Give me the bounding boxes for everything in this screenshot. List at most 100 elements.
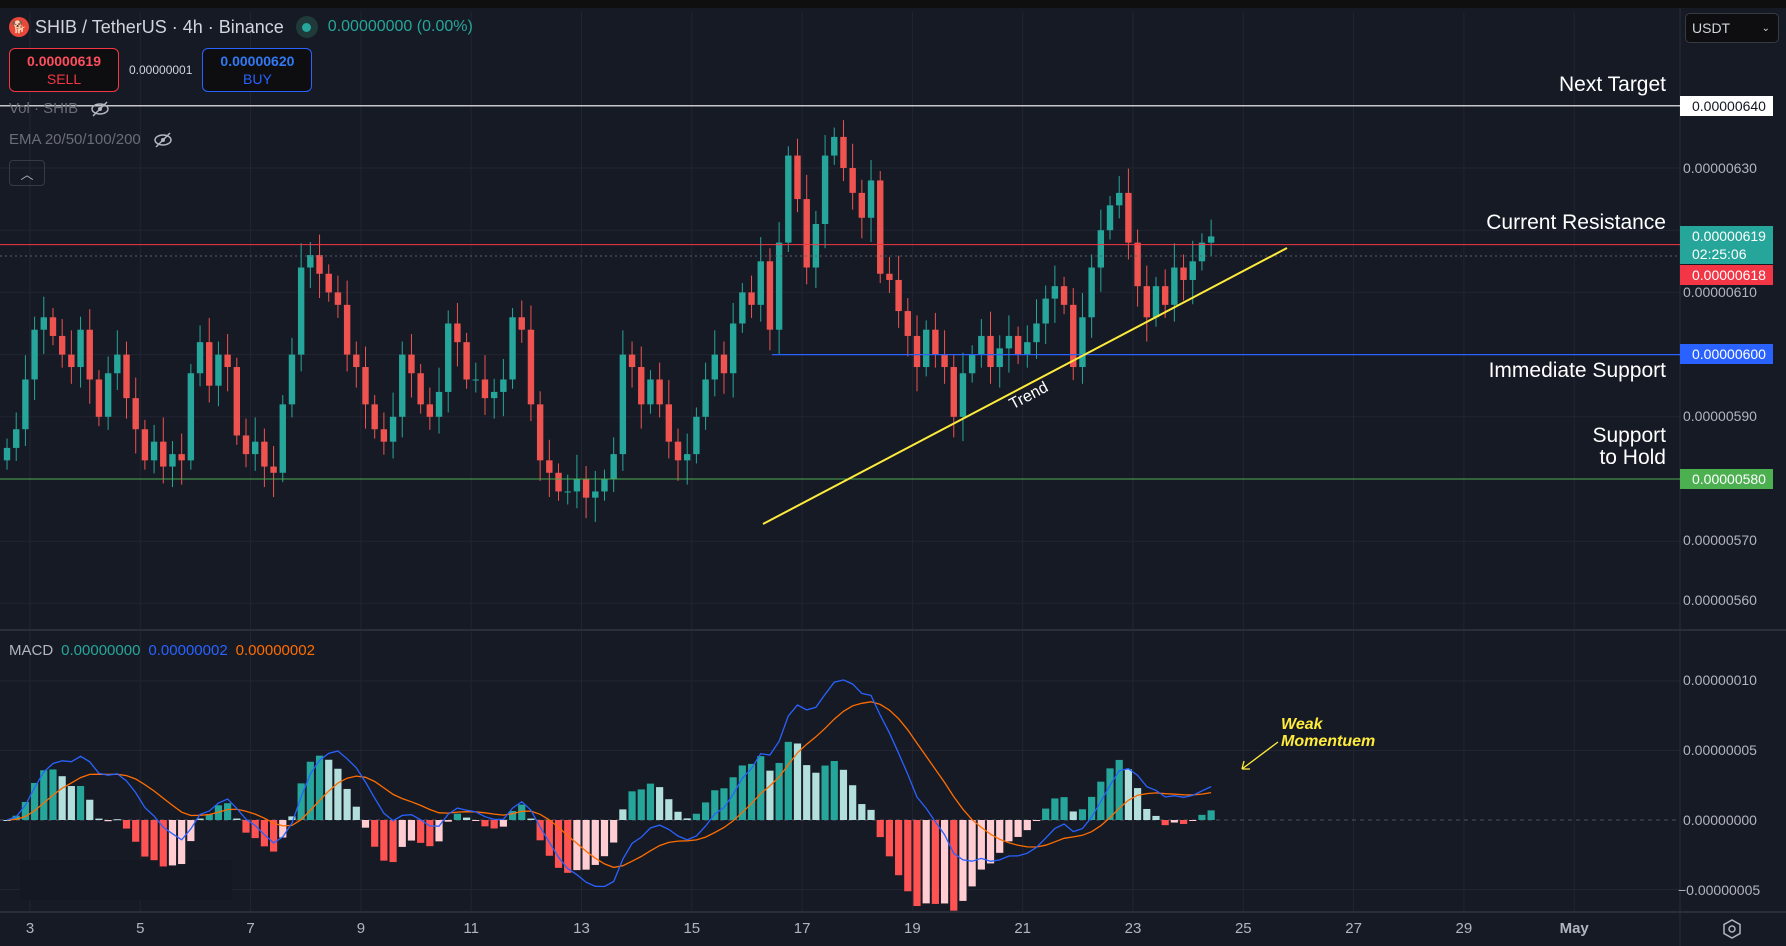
current-resistance-label: Current Resistance bbox=[1486, 211, 1666, 234]
trade-panel: 0.00000619 SELL 0.00000001 0.00000620 BU… bbox=[9, 48, 313, 92]
macd-histogram-bar bbox=[1207, 810, 1215, 820]
symbol-title[interactable]: SHIB / TetherUS · 4h · Binance bbox=[35, 16, 284, 37]
macd-histogram-bar bbox=[1088, 796, 1096, 820]
macd-histogram-bar bbox=[1005, 820, 1013, 842]
candle-body bbox=[353, 354, 360, 368]
candle-body bbox=[527, 329, 535, 405]
macd-tick: −0.00000005 bbox=[1678, 882, 1761, 898]
candle-body bbox=[1051, 286, 1059, 299]
macd-signal-line bbox=[6, 701, 1212, 869]
volume-legend[interactable]: Vol · SHIB bbox=[9, 100, 110, 117]
macd-histogram-bar bbox=[444, 820, 452, 822]
candle-body bbox=[1143, 286, 1150, 318]
macd-histogram-bar bbox=[1170, 820, 1178, 823]
candle-body bbox=[288, 354, 296, 405]
weak-note-line1: Weak bbox=[1281, 716, 1323, 733]
candle-body bbox=[150, 441, 158, 461]
macd-histogram-bar bbox=[463, 817, 471, 820]
macd-histogram-bar bbox=[1134, 788, 1142, 820]
macd-histogram-bar bbox=[895, 820, 903, 876]
macd-histogram-bar bbox=[472, 820, 480, 821]
candle-body bbox=[454, 323, 461, 343]
macd-histogram-bar bbox=[1069, 811, 1077, 820]
macd-histogram-bar bbox=[389, 820, 397, 863]
candle-body bbox=[1198, 242, 1206, 262]
candle-body bbox=[895, 279, 902, 312]
candle-body bbox=[399, 354, 406, 417]
watermark-area bbox=[20, 860, 232, 900]
candle-body bbox=[481, 379, 489, 399]
candle-body bbox=[959, 373, 967, 417]
price-tick: 0.00000610 bbox=[1683, 284, 1757, 300]
macd-histogram-bar bbox=[527, 818, 535, 820]
arrow-head-icon bbox=[1241, 760, 1250, 770]
macd-histogram-bar bbox=[58, 776, 66, 820]
candle-body bbox=[610, 454, 617, 479]
candle-body bbox=[1088, 267, 1095, 318]
eye-off-icon[interactable] bbox=[90, 100, 110, 117]
macd-histogram-bar bbox=[352, 806, 360, 820]
candle-body bbox=[785, 155, 792, 243]
candle-body bbox=[95, 379, 103, 417]
candle-body bbox=[775, 242, 783, 330]
macd-histogram-bar bbox=[168, 820, 177, 866]
candle-body bbox=[325, 273, 332, 293]
macd-histogram-bar bbox=[40, 770, 48, 820]
eye-off-icon[interactable] bbox=[153, 131, 173, 148]
candle-body bbox=[546, 460, 553, 473]
macd-histogram-bar bbox=[371, 820, 379, 847]
buy-price: 0.00000620 bbox=[220, 53, 295, 69]
macd-line bbox=[6, 679, 1212, 888]
time-label: 27 bbox=[1345, 920, 1362, 937]
candle-body bbox=[619, 354, 627, 455]
market-open-dot-icon[interactable] bbox=[295, 16, 318, 38]
sell-button[interactable]: 0.00000619 SELL bbox=[9, 48, 119, 92]
currency-select[interactable]: USDT ⌄ bbox=[1685, 13, 1779, 43]
time-label: 25 bbox=[1234, 920, 1252, 937]
price-tick: 0.00000570 bbox=[1683, 532, 1757, 548]
candle-body bbox=[417, 373, 424, 405]
macd-histogram-bar bbox=[196, 818, 204, 820]
macd-histogram-bar bbox=[233, 818, 241, 820]
chevron-up-icon: ︿ bbox=[20, 166, 34, 182]
immediate-support-price-tag: 0.00000600 bbox=[1680, 344, 1773, 364]
candle-body bbox=[261, 441, 268, 467]
candle-body bbox=[913, 335, 921, 368]
candle-body bbox=[279, 404, 286, 473]
current-price-tag: 0.00000619 02:25:06 bbox=[1680, 226, 1773, 264]
candle-body bbox=[215, 354, 222, 386]
candle-body bbox=[592, 491, 599, 498]
candle-body bbox=[371, 404, 378, 430]
candle-body bbox=[564, 491, 571, 493]
macd-legend[interactable]: MACD 0.00000000 0.00000002 0.00000002 bbox=[9, 642, 315, 659]
gear-icon[interactable] bbox=[1721, 918, 1743, 940]
macd-histogram-bar bbox=[361, 820, 370, 828]
buy-button[interactable]: 0.00000620 BUY bbox=[202, 48, 313, 92]
ema-legend[interactable]: EMA 20/50/100/200 bbox=[9, 131, 173, 148]
macd-histogram-bar bbox=[775, 762, 783, 820]
candle-body bbox=[867, 180, 875, 218]
macd-histogram-bar bbox=[224, 803, 232, 820]
macd-histogram-bar bbox=[646, 783, 655, 820]
candle-body bbox=[490, 391, 498, 399]
macd-histogram-bar bbox=[656, 787, 664, 820]
macd-histogram-bar bbox=[86, 799, 94, 820]
macd-histogram-bar bbox=[665, 799, 673, 820]
candle-body bbox=[49, 317, 57, 336]
candle-body bbox=[426, 404, 434, 417]
macd-histogram-bar bbox=[784, 741, 792, 820]
collapse-legend-button[interactable]: ︿ bbox=[9, 160, 45, 186]
macd-histogram-bar bbox=[1124, 769, 1132, 820]
time-label: 5 bbox=[136, 920, 145, 937]
macd-histogram-bar bbox=[380, 820, 388, 861]
macd-histogram-bar bbox=[674, 811, 682, 820]
macd-histogram-bar bbox=[343, 788, 351, 820]
macd-histogram-bar bbox=[950, 820, 958, 911]
candle-body bbox=[886, 273, 893, 280]
candle-body bbox=[178, 454, 185, 461]
macd-histogram-bar bbox=[1106, 768, 1114, 820]
macd-histogram-bar bbox=[701, 802, 710, 820]
candle-body bbox=[674, 441, 682, 461]
macd-histogram-bar bbox=[132, 820, 140, 842]
